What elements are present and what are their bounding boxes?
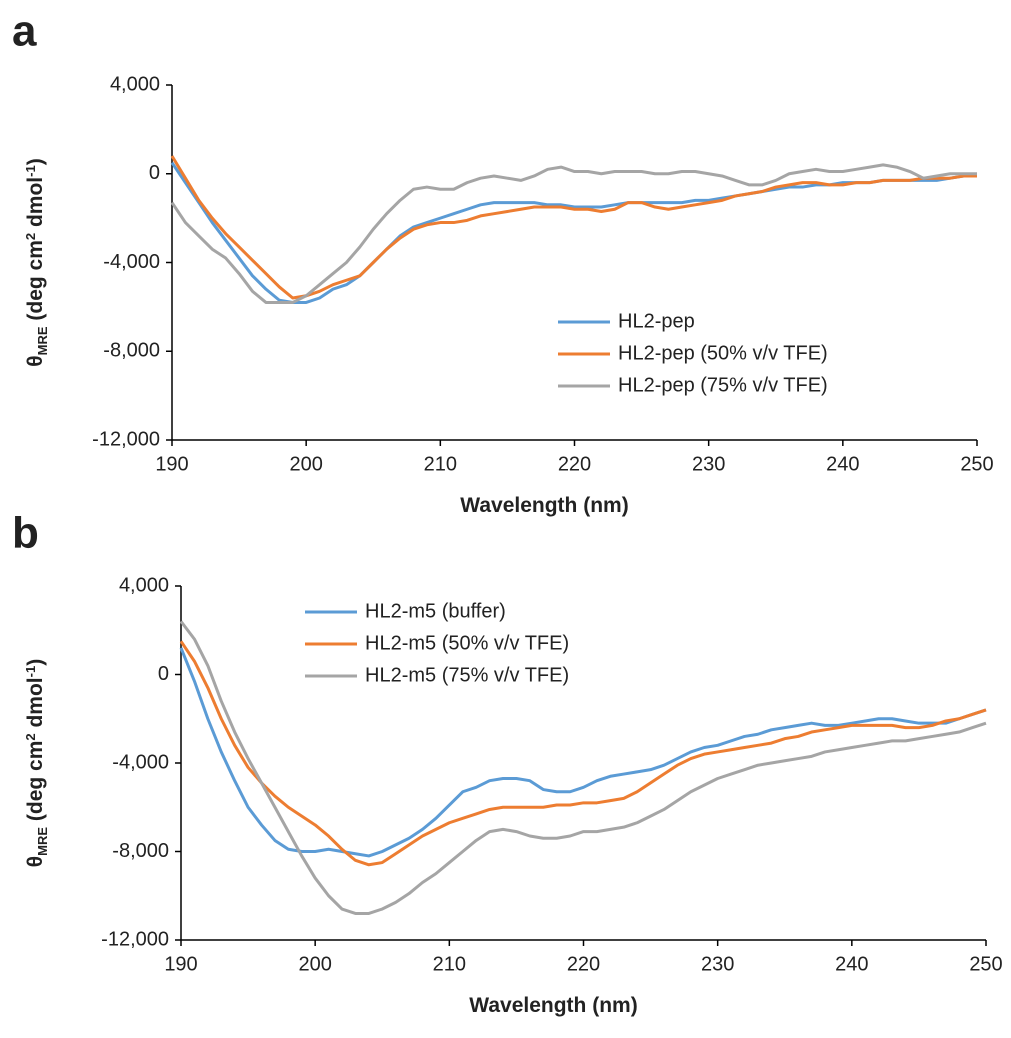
x-tick-label: 190 [164, 953, 197, 975]
y-tick-label: -4,000 [103, 251, 160, 273]
y-tick-label: -8,000 [103, 340, 160, 362]
x-tick-label: 210 [424, 453, 457, 475]
data-line [179, 647, 987, 858]
y-axis-title-part: (deg cm [24, 240, 47, 326]
x-tick-label: 220 [558, 453, 591, 475]
y-axis-title-part: (deg cm [24, 741, 47, 827]
x-tick-label: 250 [960, 453, 993, 475]
y-tick-label: -12,000 [101, 928, 169, 950]
y-axis-title: θMRE (deg cm2 dmol-1) [23, 158, 50, 366]
y-axis-title-part: -1 [23, 165, 38, 177]
x-tick-label: 230 [692, 453, 725, 475]
y-tick-label: 0 [158, 663, 169, 685]
legend-label: HL2-m5 (75% v/v TFE) [365, 664, 569, 686]
data-line [170, 163, 977, 304]
y-tick-label: -8,000 [112, 840, 169, 862]
y-tick-label: -12,000 [92, 428, 160, 450]
y-axis-title-part: 2 [23, 233, 38, 240]
legend-label: HL2-m5 (buffer) [365, 600, 506, 622]
y-axis-title-part: 2 [23, 733, 38, 740]
y-tick-label: 4,000 [119, 574, 169, 596]
x-tick-label: 240 [835, 953, 868, 975]
y-axis-title-part: dmol [24, 677, 47, 733]
data-line [179, 640, 987, 867]
x-axis-title: Wavelength (nm) [469, 994, 637, 1017]
y-axis-title-part: θ [24, 856, 47, 867]
legend-label: HL2-pep (75% v/v TFE) [618, 374, 828, 396]
x-tick-label: 250 [969, 953, 1002, 975]
x-tick-label: 230 [701, 953, 734, 975]
y-axis-title-part: ) [24, 158, 47, 165]
x-tick-label: 210 [433, 953, 466, 975]
y-axis-title-part: MRE [35, 326, 50, 355]
legend-label: HL2-pep [618, 310, 695, 332]
panel-label: a [12, 7, 37, 56]
x-tick-label: 220 [567, 953, 600, 975]
x-axis-title: Wavelength (nm) [460, 494, 628, 517]
y-axis-title-part: -1 [23, 666, 38, 678]
y-axis-title-part: θ [24, 355, 47, 366]
y-axis-title-part: MRE [35, 827, 50, 856]
y-tick-label: -4,000 [112, 751, 169, 773]
data-line [179, 620, 987, 915]
y-axis-title-part: dmol [24, 177, 47, 233]
panel-label: b [12, 509, 39, 558]
data-line [170, 155, 977, 300]
x-tick-label: 200 [289, 453, 322, 475]
x-tick-label: 200 [298, 953, 331, 975]
y-axis-title: θMRE (deg cm2 dmol-1) [23, 659, 50, 867]
y-tick-label: 4,000 [110, 73, 160, 95]
data-line [170, 161, 977, 304]
legend-label: HL2-m5 (50% v/v TFE) [365, 632, 569, 654]
y-axis-title-part: ) [24, 659, 47, 666]
x-tick-label: 190 [155, 453, 188, 475]
legend-label: HL2-pep (50% v/v TFE) [618, 342, 828, 364]
y-tick-label: 0 [149, 162, 160, 184]
x-tick-label: 240 [826, 453, 859, 475]
